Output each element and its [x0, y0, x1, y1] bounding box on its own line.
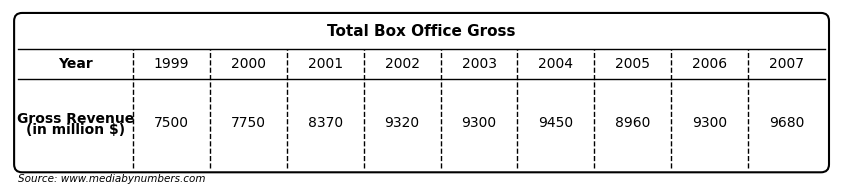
Text: 2003: 2003 — [462, 57, 497, 71]
Text: 2005: 2005 — [615, 57, 650, 71]
Text: Total Box Office Gross: Total Box Office Gross — [327, 24, 516, 39]
Text: 7750: 7750 — [231, 116, 266, 130]
Text: 9320: 9320 — [384, 116, 420, 130]
Text: 9300: 9300 — [692, 116, 728, 130]
Text: 2000: 2000 — [231, 57, 266, 71]
Text: Year: Year — [58, 57, 93, 71]
Text: Source: www.mediabynumbers.com: Source: www.mediabynumbers.com — [18, 174, 206, 184]
Text: 2006: 2006 — [692, 57, 728, 71]
Text: 9450: 9450 — [539, 116, 573, 130]
Text: (in million $): (in million $) — [26, 123, 125, 137]
Text: 9300: 9300 — [461, 116, 497, 130]
Text: 1999: 1999 — [153, 57, 190, 71]
Text: 8960: 8960 — [615, 116, 651, 130]
Text: 2004: 2004 — [539, 57, 573, 71]
Text: 2001: 2001 — [308, 57, 343, 71]
FancyBboxPatch shape — [14, 13, 829, 172]
Text: 8370: 8370 — [308, 116, 343, 130]
Text: 9680: 9680 — [769, 116, 804, 130]
Text: Gross Revenue: Gross Revenue — [17, 111, 134, 125]
Text: 2007: 2007 — [769, 57, 804, 71]
Text: 7500: 7500 — [154, 116, 189, 130]
Text: 2002: 2002 — [384, 57, 420, 71]
FancyBboxPatch shape — [18, 17, 825, 51]
